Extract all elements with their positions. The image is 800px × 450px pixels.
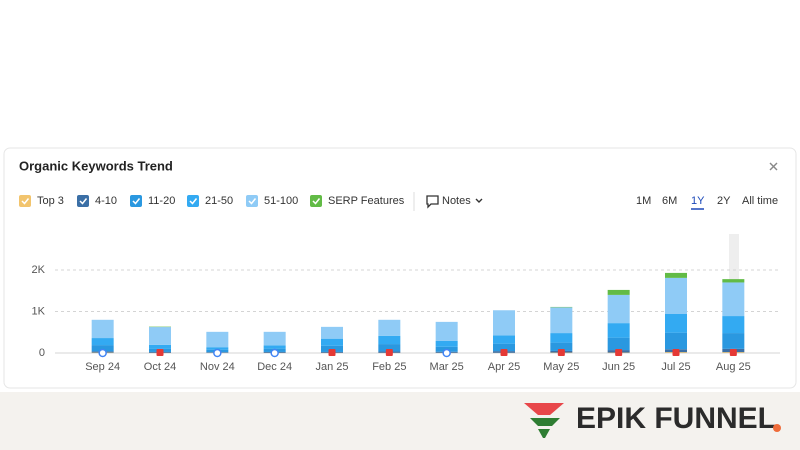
google-marker xyxy=(213,348,222,358)
flag-marker xyxy=(328,349,336,356)
y-tick-label: 1K xyxy=(32,305,46,317)
bar-segment xyxy=(91,345,114,352)
flag-marker xyxy=(729,349,737,356)
bar-segment xyxy=(206,331,229,348)
legend-checkbox[interactable] xyxy=(246,195,258,207)
bar-segment xyxy=(149,327,171,345)
bar-segment xyxy=(607,323,630,338)
legend-checkbox[interactable] xyxy=(130,195,142,207)
legend-check xyxy=(312,198,321,205)
bar-segment xyxy=(263,331,286,346)
bar-segment xyxy=(493,335,515,344)
card xyxy=(3,147,797,389)
bar-segment xyxy=(435,321,458,341)
legend-checkbox[interactable] xyxy=(77,195,89,207)
bar-segment xyxy=(435,340,458,347)
x-tick-label: Jan 25 xyxy=(315,361,348,373)
bar-segment xyxy=(665,272,687,278)
bar-segment xyxy=(722,279,745,283)
bar-segment xyxy=(722,282,745,317)
legend-check xyxy=(189,198,198,205)
google-marker xyxy=(442,348,451,358)
legend-checkbox[interactable] xyxy=(310,195,322,207)
bar-segment xyxy=(321,345,343,352)
legend-label[interactable]: 11-20 xyxy=(148,195,175,207)
google-marker xyxy=(98,348,107,358)
legend-label[interactable]: SERP Features xyxy=(328,195,405,207)
legend-checkbox[interactable] xyxy=(19,195,31,207)
x-tick-label: Oct 24 xyxy=(144,361,176,373)
range-button[interactable]: 2Y xyxy=(717,195,731,207)
chart-title: Organic Keywords Trend xyxy=(19,158,173,173)
legend-label[interactable]: 4-10 xyxy=(95,195,117,207)
x-tick-label: Jul 25 xyxy=(661,361,690,373)
bar-segment xyxy=(607,294,630,324)
notes-label[interactable]: Notes xyxy=(442,195,471,207)
bar-segment xyxy=(378,344,401,352)
bar-segment xyxy=(493,310,515,336)
range-button[interactable]: 6M xyxy=(662,195,677,207)
flag-marker xyxy=(156,349,164,356)
flag-marker xyxy=(672,349,680,356)
bar-segment xyxy=(550,307,573,334)
legend-check xyxy=(248,198,257,205)
google-marker xyxy=(270,348,279,358)
close-button[interactable] xyxy=(769,162,778,171)
legend-label[interactable]: Top 3 xyxy=(37,195,64,207)
x-tick-label: Sep 24 xyxy=(85,361,120,373)
legend-check xyxy=(21,198,30,205)
bar-segment xyxy=(722,333,745,349)
legend-check xyxy=(79,198,88,205)
range-button[interactable]: All time xyxy=(742,195,778,207)
bar-segment xyxy=(378,335,401,345)
flag-marker xyxy=(500,349,508,356)
x-tick-label: Nov 24 xyxy=(200,361,235,373)
legend-label[interactable]: 51-100 xyxy=(264,195,298,207)
legend-check xyxy=(132,198,141,205)
range-button[interactable]: 1Y xyxy=(691,195,705,207)
bar-segment xyxy=(665,332,687,350)
range-button[interactable]: 1M xyxy=(636,195,651,207)
x-tick-label: Feb 25 xyxy=(372,361,406,373)
x-tick-label: Dec 24 xyxy=(257,361,292,373)
bar-segment xyxy=(665,277,687,314)
bar-segment xyxy=(149,344,171,349)
flag-marker xyxy=(615,349,623,356)
bar-segment xyxy=(263,345,286,349)
bar-segment xyxy=(722,316,745,334)
bar-segment xyxy=(378,319,401,336)
flag-marker xyxy=(557,349,565,356)
bar-segment xyxy=(550,333,573,343)
y-tick-label: 0 xyxy=(39,347,45,359)
footer-background xyxy=(0,392,800,450)
x-tick-label: Aug 25 xyxy=(716,361,751,373)
bar-segment xyxy=(321,338,343,346)
y-tick-label: 2K xyxy=(32,264,46,276)
bar-segment xyxy=(665,313,687,333)
x-tick-label: Jun 25 xyxy=(602,361,635,373)
x-tick-label: May 25 xyxy=(543,361,579,373)
bar-segment xyxy=(607,289,630,295)
legend-checkbox[interactable] xyxy=(187,195,199,207)
bar-segment xyxy=(91,338,114,346)
bar-segment xyxy=(550,342,573,351)
notes-button[interactable]: Notes xyxy=(426,195,483,209)
bar-segment xyxy=(321,326,343,339)
flag-marker xyxy=(385,349,393,356)
bar-segment xyxy=(91,319,114,339)
bar-segment xyxy=(206,347,229,350)
legend-label[interactable]: 21-50 xyxy=(205,195,233,207)
x-tick-label: Mar 25 xyxy=(430,361,464,373)
bar-segment xyxy=(493,343,515,352)
bar-segment xyxy=(607,337,630,351)
logo-text: EPIK FUNNEL xyxy=(576,402,776,435)
x-tick-label: Apr 25 xyxy=(488,361,520,373)
logo: EPIK FUNNEL xyxy=(524,402,781,438)
